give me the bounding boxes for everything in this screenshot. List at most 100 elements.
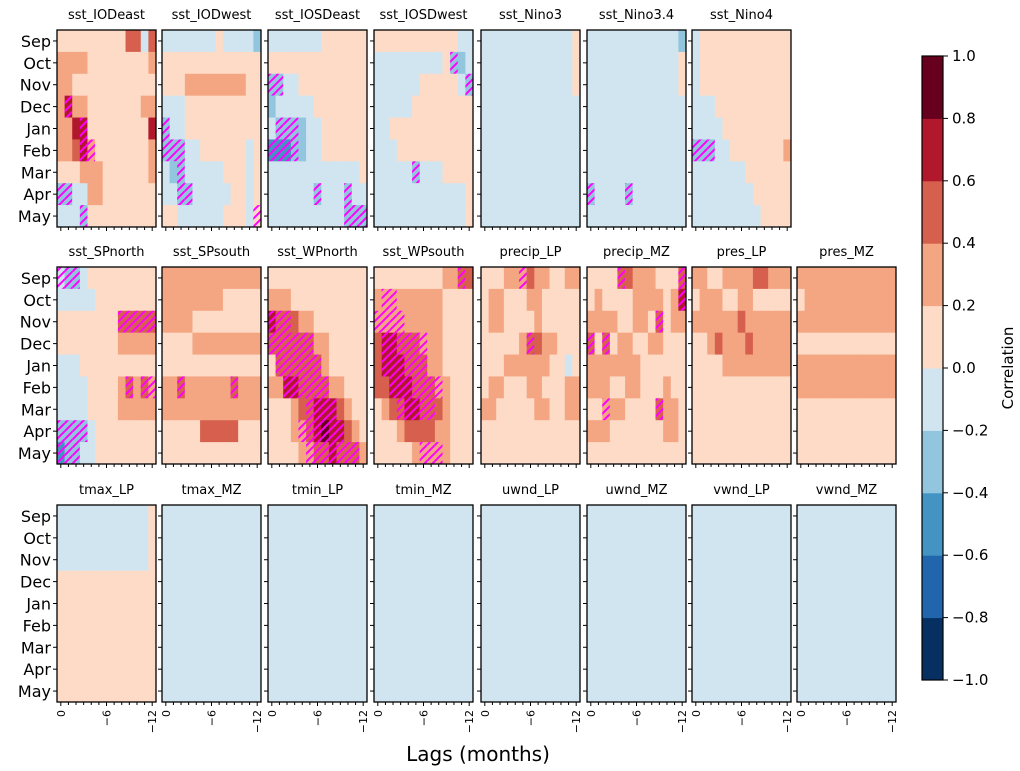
heatmap-cell <box>457 680 466 703</box>
heatmap-cell <box>714 376 723 399</box>
heatmap-cell <box>625 680 634 703</box>
colorbar-label: Correlation <box>999 327 1017 410</box>
heatmap-cell <box>336 636 345 659</box>
significance-hatch <box>290 376 299 399</box>
heatmap-cell <box>797 636 806 659</box>
significance-hatch <box>351 442 360 464</box>
heatmap-cell <box>434 183 443 206</box>
heatmap-cell <box>670 376 679 399</box>
heatmap-cell <box>714 636 723 659</box>
heatmap-cell <box>389 95 398 118</box>
heatmap-cell <box>880 658 889 681</box>
heatmap-cell <box>678 505 687 528</box>
heatmap-cell <box>57 354 66 377</box>
heatmap-cell <box>768 183 777 206</box>
lag-tick-label: −12 <box>357 710 370 733</box>
heatmap-cell <box>572 592 581 615</box>
heatmap-cell <box>230 420 239 443</box>
heatmap-cell <box>519 332 528 355</box>
heatmap-cell <box>306 139 315 162</box>
heatmap-cell <box>192 636 201 659</box>
significance-hatch <box>381 288 390 311</box>
heatmap-cell <box>602 183 611 206</box>
heatmap-cell <box>207 354 216 377</box>
heatmap-cell <box>253 51 262 75</box>
heatmap-cell <box>222 570 231 593</box>
heatmap-cell <box>752 680 761 703</box>
heatmap-cell <box>117 30 126 53</box>
heatmap-cell <box>321 332 330 355</box>
heatmap-cell <box>245 614 254 637</box>
heatmap-cell <box>511 95 520 118</box>
heatmap-cell <box>880 614 889 637</box>
heatmap-cell <box>692 95 701 118</box>
heatmap-cell <box>328 139 337 162</box>
heatmap-cell <box>707 570 716 593</box>
heatmap-cell <box>125 570 134 593</box>
heatmap-cell <box>351 636 360 659</box>
heatmap-cell <box>812 288 821 312</box>
heatmap-cell <box>177 288 186 312</box>
heatmap-cell <box>283 398 292 421</box>
heatmap-cell <box>192 526 201 550</box>
heatmap-cell <box>125 288 134 312</box>
heatmap-cell <box>117 636 126 659</box>
heatmap-cell <box>169 73 178 97</box>
heatmap-cell <box>450 310 459 334</box>
heatmap-cell <box>873 442 882 465</box>
heatmap-cell <box>775 658 784 681</box>
heatmap-cell <box>678 73 687 97</box>
heatmap-cell <box>245 117 254 140</box>
heatmap-cell <box>321 205 330 228</box>
heatmap-cell <box>117 95 126 118</box>
heatmap-cell <box>313 636 322 659</box>
heatmap-cell <box>670 592 679 615</box>
significance-hatch <box>389 310 397 333</box>
heatmap-cell <box>389 614 398 637</box>
significance-hatch <box>290 139 299 162</box>
significance-hatch <box>64 267 73 289</box>
heatmap-cell <box>381 614 390 637</box>
heatmap-cell <box>442 183 451 206</box>
heatmap-cell <box>481 548 490 572</box>
heatmap-cell <box>745 183 754 206</box>
heatmap-cell <box>57 51 66 75</box>
heatmap-cell <box>238 442 247 465</box>
significance-hatch <box>79 420 88 443</box>
heatmap-cell <box>722 376 731 399</box>
heatmap-cell <box>298 636 307 659</box>
heatmap-cell <box>238 570 247 593</box>
heatmap-cell <box>200 73 209 97</box>
heatmap-cell <box>737 442 746 465</box>
heatmap-cell <box>184 636 193 659</box>
heatmap-cell <box>140 288 149 312</box>
heatmap-cell <box>457 658 466 681</box>
heatmap-cell <box>177 420 186 443</box>
heatmap-cell <box>102 332 111 355</box>
heatmap-cell <box>819 288 828 312</box>
heatmap-cell <box>819 548 828 572</box>
heatmap-cell <box>450 442 459 465</box>
heatmap-cell <box>857 526 866 550</box>
heatmap-cell <box>692 570 701 593</box>
significance-hatch <box>396 376 405 399</box>
heatmap-cell <box>351 183 360 206</box>
heatmap-cell <box>775 592 784 615</box>
heatmap-cell <box>427 183 436 206</box>
heatmap-cell <box>328 30 337 53</box>
panel-sst-iosdeast: sst_IOSDeast <box>264 8 368 231</box>
heatmap-cell <box>238 548 247 572</box>
heatmap-cell <box>812 658 821 681</box>
lag-tick-label: 0 <box>479 710 492 717</box>
heatmap-cell <box>404 420 413 443</box>
heatmap-cell <box>245 354 254 377</box>
heatmap-cell <box>602 442 611 465</box>
heatmap-cell <box>819 658 828 681</box>
heatmap-cell <box>434 398 443 421</box>
heatmap-cell <box>835 420 844 443</box>
heatmap-cell <box>842 267 851 290</box>
heatmap-cell <box>87 505 96 528</box>
significance-hatch <box>162 117 170 140</box>
heatmap-cell <box>632 139 641 162</box>
heatmap-cell <box>647 548 656 572</box>
